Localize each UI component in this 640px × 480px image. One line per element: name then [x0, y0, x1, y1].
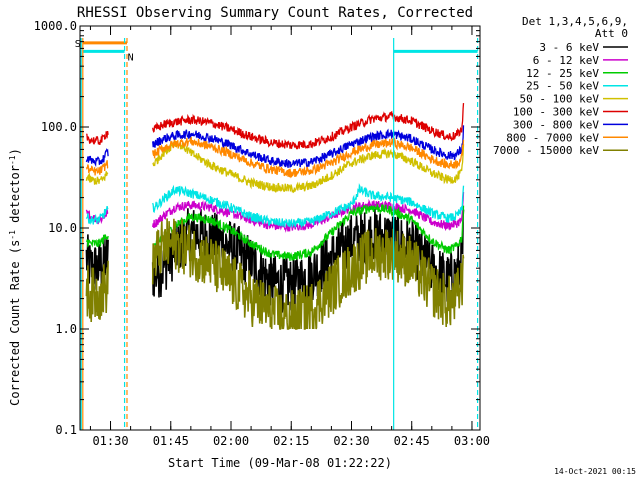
- y-axis-label-part: ): [8, 148, 22, 155]
- state-bar-label: N: [128, 52, 134, 63]
- x-tick-label: 02:00: [213, 434, 249, 448]
- legend-label: 800 - 7000 keV: [506, 131, 599, 144]
- y-tick-label: 1000.0: [34, 19, 77, 33]
- x-tick-label: 02:30: [333, 434, 369, 448]
- series-line: [85, 202, 465, 261]
- legend-label: 300 - 800 keV: [513, 118, 599, 131]
- x-tick-label: 03:00: [454, 434, 490, 448]
- series-line: [85, 182, 465, 229]
- x-tick-label: 02:45: [394, 434, 430, 448]
- legend-label: 100 - 300 keV: [513, 106, 599, 119]
- y-axis-label-part: -1: [8, 155, 17, 165]
- x-tick-label: 02:15: [273, 434, 309, 448]
- y-tick-label: 1.0: [55, 322, 77, 336]
- y-axis-label-part: -1: [8, 230, 17, 240]
- legend-label: 7000 - 15000 keV: [493, 144, 599, 157]
- plot-area: S N 0.1 1.0 10.0 100.0 1000.0 01:30 01:45 02:00 02…: [34, 19, 490, 448]
- series-line: [85, 218, 465, 330]
- y-axis-label-part: detector: [8, 165, 22, 230]
- y-axis-label: Corrected Count Rate (s-1 detector-1): [8, 148, 23, 406]
- y-tick-label: 0.1: [55, 423, 77, 437]
- footer-timestamp: 14-Oct-2021 00:15: [554, 467, 636, 476]
- series-line: [85, 103, 465, 150]
- legend-label: 50 - 100 keV: [520, 93, 600, 106]
- chart-title: RHESSI Observing Summary Count Rates, Co…: [77, 5, 473, 21]
- x-tick-label: 01:45: [153, 434, 189, 448]
- legend-header-line-1: Det 1,3,4,5,6,9,: [522, 15, 628, 28]
- state-bar-label: S: [75, 39, 81, 50]
- legend-header-line-2: Att 0: [595, 27, 628, 40]
- y-tick-label: 100.0: [41, 120, 77, 134]
- legend-label: 6 - 12 keV: [533, 54, 600, 67]
- y-axis-label-part: Corrected Count Rate (s: [8, 240, 22, 406]
- x-axis-label: Start Time (09-Mar-08 01:22:22): [168, 456, 392, 470]
- series-line: [85, 125, 465, 169]
- series-group: [85, 103, 465, 330]
- legend-label: 3 - 6 keV: [539, 41, 599, 54]
- series-line: [85, 137, 465, 179]
- legend-label: 25 - 50 keV: [526, 80, 599, 93]
- legend-label: 12 - 25 keV: [526, 67, 599, 80]
- series-line: [85, 140, 465, 194]
- y-tick-label: 10.0: [48, 221, 77, 235]
- x-tick-label: 01:30: [92, 434, 128, 448]
